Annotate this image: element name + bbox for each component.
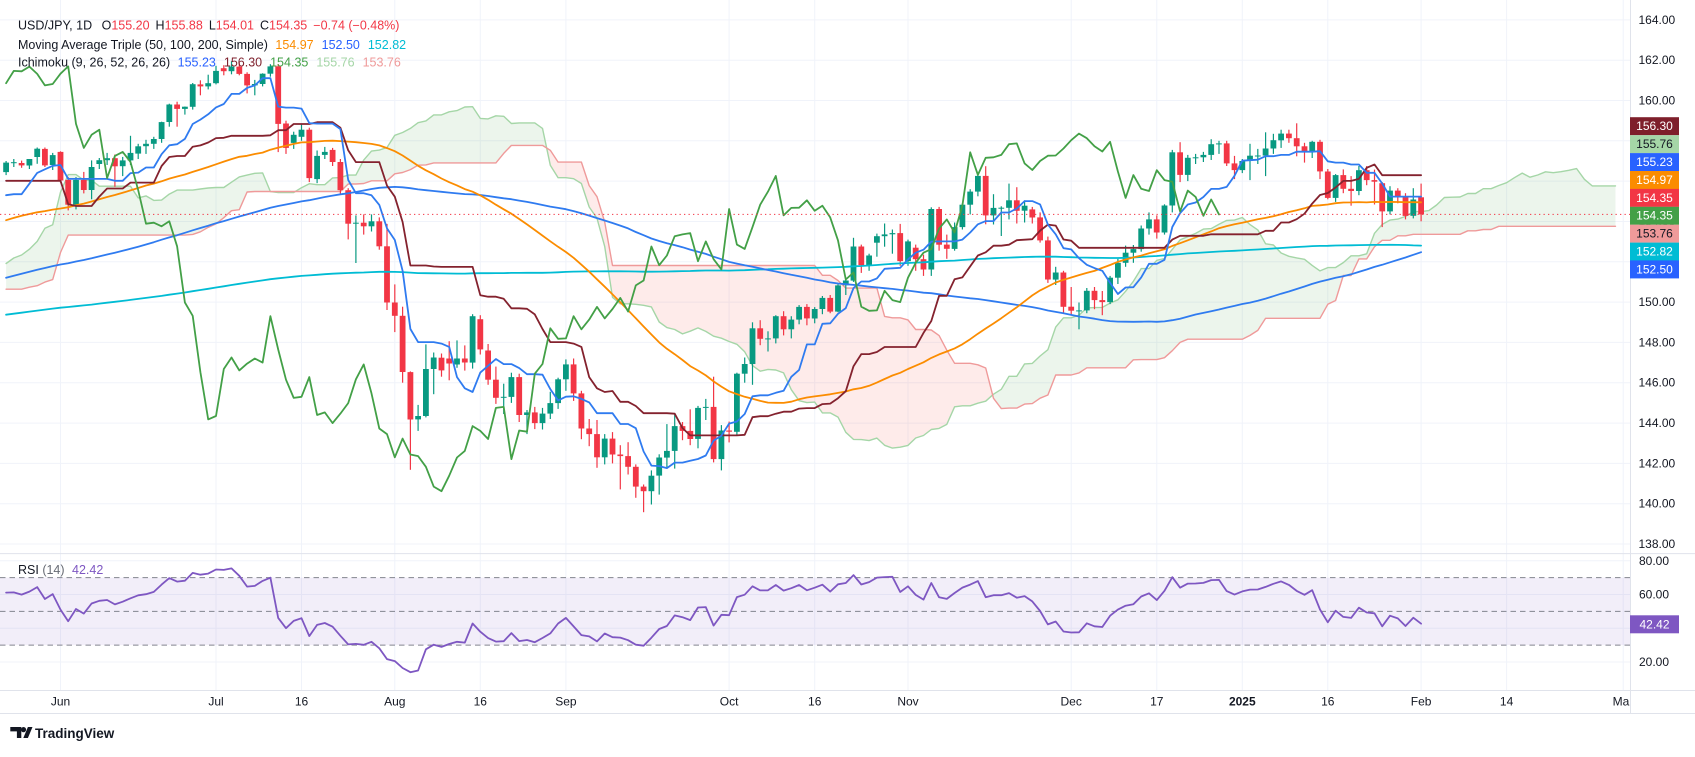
svg-text:154.35: 154.35	[1636, 191, 1673, 205]
svg-text:164.00: 164.00	[1639, 13, 1676, 27]
svg-text:155.23: 155.23	[1636, 155, 1673, 169]
svg-text:162.00: 162.00	[1639, 53, 1676, 67]
svg-text:80.00: 80.00	[1639, 554, 1669, 568]
svg-text:152.82: 152.82	[1636, 245, 1673, 259]
svg-text:RSI (14) 42.42: RSI (14) 42.42	[18, 563, 103, 577]
svg-text:153.76: 153.76	[1636, 227, 1673, 241]
svg-text:160.00: 160.00	[1639, 94, 1676, 108]
svg-text:156.30: 156.30	[1636, 119, 1673, 133]
svg-text:Jun: Jun	[51, 695, 70, 709]
svg-text:146.00: 146.00	[1639, 376, 1676, 390]
svg-text:16: 16	[808, 695, 822, 709]
svg-text:Jul: Jul	[208, 695, 223, 709]
svg-text:152.50: 152.50	[1636, 262, 1673, 276]
svg-text:14: 14	[1500, 695, 1514, 709]
svg-text:TradingView: TradingView	[35, 726, 115, 741]
svg-text:Sep: Sep	[555, 695, 577, 709]
svg-text:142.00: 142.00	[1639, 456, 1676, 470]
svg-text:148.00: 148.00	[1639, 335, 1676, 349]
svg-text:155.76: 155.76	[1636, 137, 1673, 151]
svg-text:16: 16	[1321, 695, 1335, 709]
svg-text:Moving Average Triple (50, 100: Moving Average Triple (50, 100, 200, Sim…	[18, 38, 406, 52]
svg-text:154.35: 154.35	[1636, 209, 1673, 223]
svg-text:154.97: 154.97	[1636, 173, 1673, 187]
svg-text:2025: 2025	[1229, 695, 1256, 709]
svg-text:Nov: Nov	[897, 695, 918, 709]
svg-text:42.42: 42.42	[1639, 617, 1669, 631]
svg-text:Dec: Dec	[1061, 695, 1082, 709]
svg-text:144.00: 144.00	[1639, 416, 1676, 430]
svg-text:140.00: 140.00	[1639, 497, 1676, 511]
svg-text:20.00: 20.00	[1639, 655, 1669, 669]
svg-text:Ma: Ma	[1613, 695, 1630, 709]
svg-text:138.00: 138.00	[1639, 537, 1676, 551]
svg-text:Oct: Oct	[720, 695, 739, 709]
svg-text:17: 17	[1150, 695, 1164, 709]
svg-text:16: 16	[474, 695, 488, 709]
svg-text:Feb: Feb	[1411, 695, 1432, 709]
svg-text:60.00: 60.00	[1639, 588, 1669, 602]
svg-text:16: 16	[295, 695, 309, 709]
svg-text:Ichimoku (9, 26, 52, 26, 26) 1: Ichimoku (9, 26, 52, 26, 26) 155.23156.3…	[18, 56, 401, 70]
svg-text:150.00: 150.00	[1639, 295, 1676, 309]
svg-text:Aug: Aug	[384, 695, 405, 709]
